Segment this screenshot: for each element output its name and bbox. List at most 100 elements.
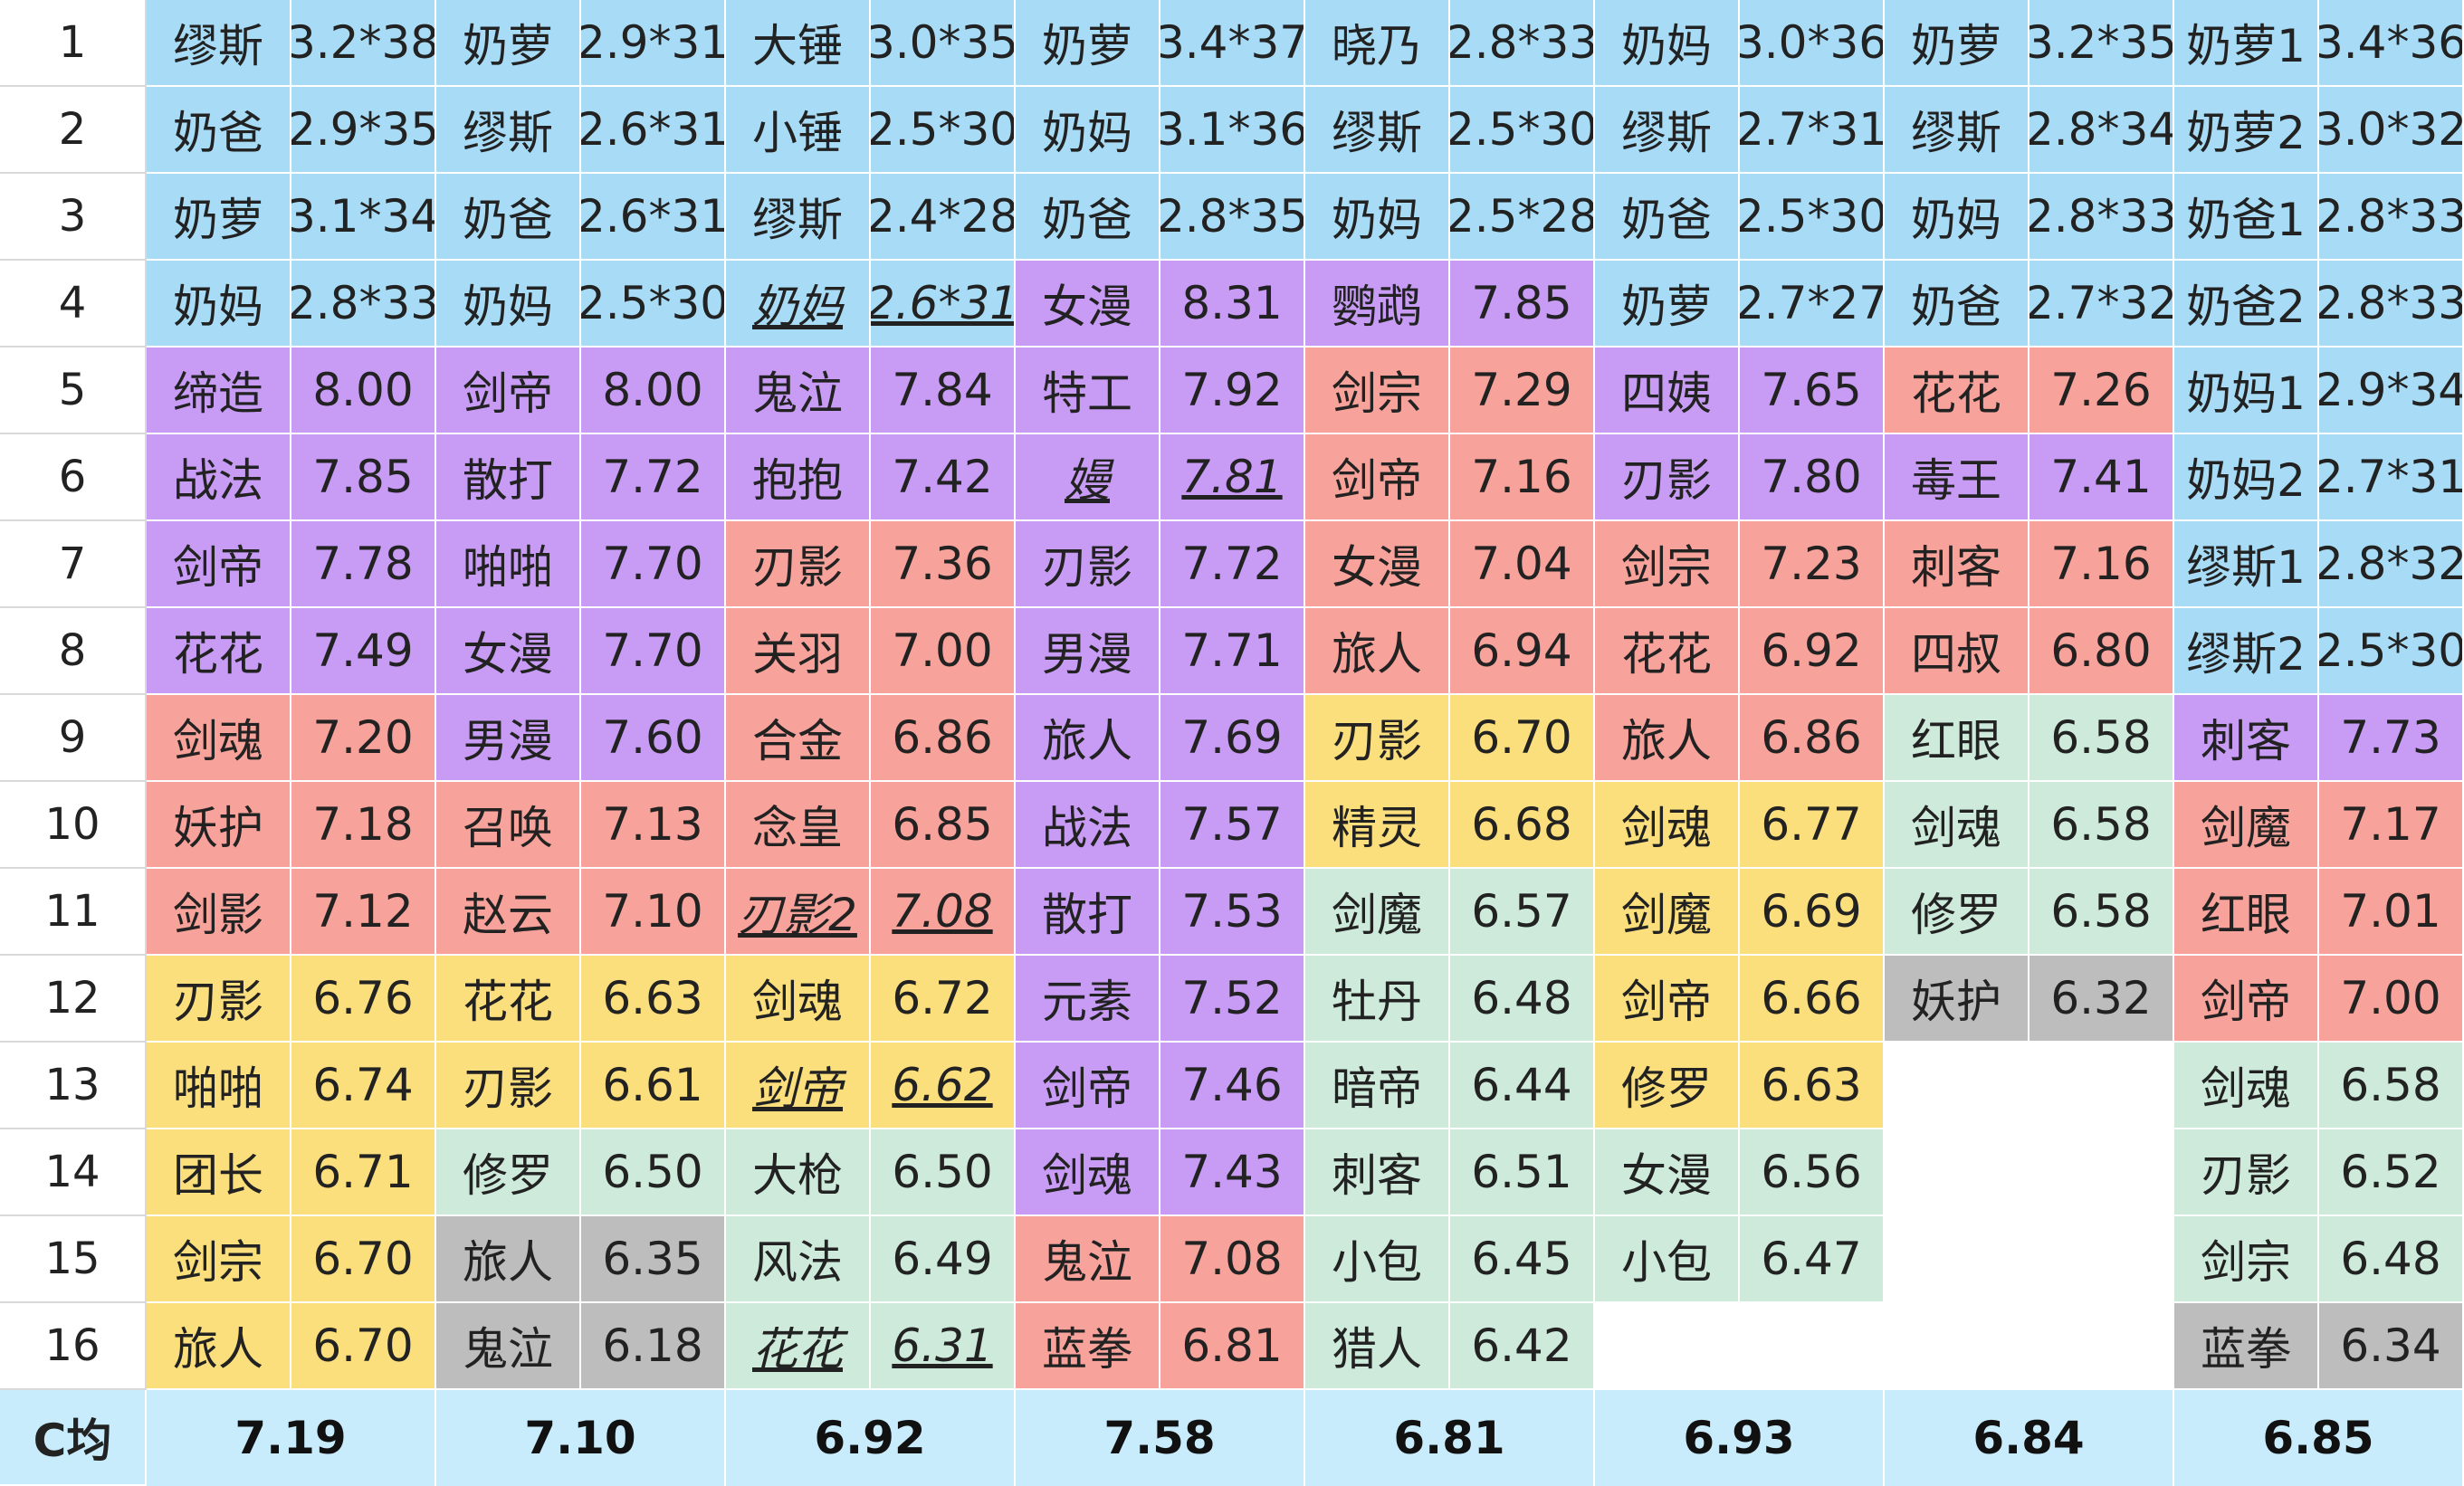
average-value[interactable]: 6.92 [726, 1390, 1016, 1486]
score-cell[interactable]: 6.63 [1740, 1043, 1885, 1129]
score-cell[interactable]: 2.5*28 [1450, 174, 1595, 261]
score-cell[interactable]: 8.31 [1160, 261, 1305, 348]
score-cell[interactable]: 7.41 [2029, 434, 2174, 521]
class-name-cell[interactable]: 合金 [726, 695, 871, 782]
class-name-cell[interactable]: 女漫 [1305, 521, 1450, 608]
score-cell[interactable]: 6.71 [291, 1129, 436, 1216]
class-name-cell[interactable]: 缪斯2 [2174, 608, 2319, 695]
class-name-cell[interactable]: 剑魔 [1305, 869, 1450, 956]
score-cell[interactable]: 2.9*35 [291, 87, 436, 174]
score-cell[interactable]: 6.48 [1450, 956, 1595, 1043]
class-name-cell[interactable]: 女漫 [1016, 261, 1160, 348]
class-name-cell[interactable]: 嫚 [1016, 434, 1160, 521]
class-name-cell[interactable]: 小包 [1595, 1216, 1740, 1303]
class-name-cell[interactable]: 奶萝 [1016, 0, 1160, 87]
class-name-cell[interactable]: 四姨 [1595, 348, 1740, 434]
score-cell[interactable]: 7.04 [1450, 521, 1595, 608]
score-cell[interactable]: 7.85 [291, 434, 436, 521]
row-number[interactable]: 4 [0, 261, 147, 348]
score-cell[interactable]: 2.7*31 [1740, 87, 1885, 174]
score-cell[interactable]: 2.8*33 [291, 261, 436, 348]
class-name-cell[interactable]: 刺客 [1305, 1129, 1450, 1216]
score-cell[interactable]: 7.49 [291, 608, 436, 695]
class-name-cell[interactable]: 关羽 [726, 608, 871, 695]
score-cell[interactable]: 7.18 [291, 782, 436, 869]
class-name-cell[interactable]: 缪斯 [726, 174, 871, 261]
score-cell[interactable]: 3.0*35 [871, 0, 1016, 87]
class-name-cell[interactable]: 散打 [1016, 869, 1160, 956]
score-cell[interactable]: 3.2*38 [291, 0, 436, 87]
class-name-cell[interactable]: 猎人 [1305, 1303, 1450, 1390]
score-cell[interactable]: 7.71 [1160, 608, 1305, 695]
score-cell[interactable]: 6.69 [1740, 869, 1885, 956]
score-cell[interactable]: 6.35 [581, 1216, 726, 1303]
score-cell[interactable]: 2.7*32 [2029, 261, 2174, 348]
row-number[interactable]: 12 [0, 956, 147, 1043]
class-name-cell[interactable]: 刺客 [1885, 521, 2029, 608]
class-name-cell[interactable]: 缪斯 [147, 0, 291, 87]
class-name-cell[interactable]: 刃影 [1595, 434, 1740, 521]
score-cell[interactable]: 6.57 [1450, 869, 1595, 956]
score-cell[interactable]: 7.20 [291, 695, 436, 782]
score-cell[interactable]: 6.32 [2029, 956, 2174, 1043]
score-cell[interactable]: 6.68 [1450, 782, 1595, 869]
score-cell[interactable]: 3.1*34 [291, 174, 436, 261]
class-name-cell[interactable]: 剑帝 [726, 1043, 871, 1129]
score-cell[interactable]: 6.63 [581, 956, 726, 1043]
score-cell[interactable]: 7.16 [1450, 434, 1595, 521]
score-cell[interactable]: 2.4*28 [871, 174, 1016, 261]
score-cell[interactable] [2029, 1129, 2174, 1216]
score-cell[interactable]: 6.62 [871, 1043, 1016, 1129]
class-name-cell[interactable]: 鬼泣 [436, 1303, 581, 1390]
score-cell[interactable]: 7.70 [581, 608, 726, 695]
score-cell[interactable]: 6.76 [291, 956, 436, 1043]
score-cell[interactable]: 6.70 [1450, 695, 1595, 782]
class-name-cell[interactable]: 晓乃 [1305, 0, 1450, 87]
score-cell[interactable]: 7.12 [291, 869, 436, 956]
score-cell[interactable]: 2.6*31 [581, 87, 726, 174]
class-name-cell[interactable] [1885, 1303, 2029, 1390]
row-number[interactable]: 6 [0, 434, 147, 521]
score-cell[interactable]: 7.57 [1160, 782, 1305, 869]
class-name-cell[interactable]: 剑魂 [147, 695, 291, 782]
score-cell[interactable]: 6.47 [1740, 1216, 1885, 1303]
score-cell[interactable]: 3.4*37 [1160, 0, 1305, 87]
class-name-cell[interactable]: 蓝拳 [1016, 1303, 1160, 1390]
score-cell[interactable]: 7.10 [581, 869, 726, 956]
class-name-cell[interactable]: 奶爸 [147, 87, 291, 174]
class-name-cell[interactable]: 剑魔 [2174, 782, 2319, 869]
score-cell[interactable]: 7.00 [871, 608, 1016, 695]
score-cell[interactable]: 7.42 [871, 434, 1016, 521]
class-name-cell[interactable]: 修罗 [1885, 869, 2029, 956]
score-cell[interactable]: 7.85 [1450, 261, 1595, 348]
score-cell[interactable]: 6.56 [1740, 1129, 1885, 1216]
score-cell[interactable]: 6.85 [871, 782, 1016, 869]
class-name-cell[interactable]: 缪斯 [436, 87, 581, 174]
score-cell[interactable]: 3.0*36 [1740, 0, 1885, 87]
class-name-cell[interactable]: 旅人 [147, 1303, 291, 1390]
score-cell[interactable]: 7.17 [2319, 782, 2464, 869]
class-name-cell[interactable]: 红眼 [2174, 869, 2319, 956]
average-value[interactable]: 6.85 [2174, 1390, 2464, 1486]
row-number[interactable]: 14 [0, 1129, 147, 1216]
class-name-cell[interactable]: 召唤 [436, 782, 581, 869]
score-cell[interactable]: 6.70 [291, 1216, 436, 1303]
class-name-cell[interactable]: 鬼泣 [726, 348, 871, 434]
score-cell[interactable]: 7.08 [871, 869, 1016, 956]
class-name-cell[interactable]: 团长 [147, 1129, 291, 1216]
class-name-cell[interactable]: 大枪 [726, 1129, 871, 1216]
average-label[interactable]: C均 [0, 1390, 147, 1486]
score-cell[interactable]: 7.26 [2029, 348, 2174, 434]
class-name-cell[interactable]: 刃影 [1305, 695, 1450, 782]
score-cell[interactable]: 6.66 [1740, 956, 1885, 1043]
class-name-cell[interactable]: 花花 [1885, 348, 2029, 434]
class-name-cell[interactable]: 大锤 [726, 0, 871, 87]
score-cell[interactable]: 8.00 [291, 348, 436, 434]
class-name-cell[interactable]: 牡丹 [1305, 956, 1450, 1043]
class-name-cell[interactable]: 奶萝1 [2174, 0, 2319, 87]
score-cell[interactable]: 6.42 [1450, 1303, 1595, 1390]
class-name-cell[interactable]: 奶妈 [1305, 174, 1450, 261]
class-name-cell[interactable]: 旅人 [1305, 608, 1450, 695]
class-name-cell[interactable]: 奶妈 [1885, 174, 2029, 261]
score-cell[interactable]: 7.70 [581, 521, 726, 608]
